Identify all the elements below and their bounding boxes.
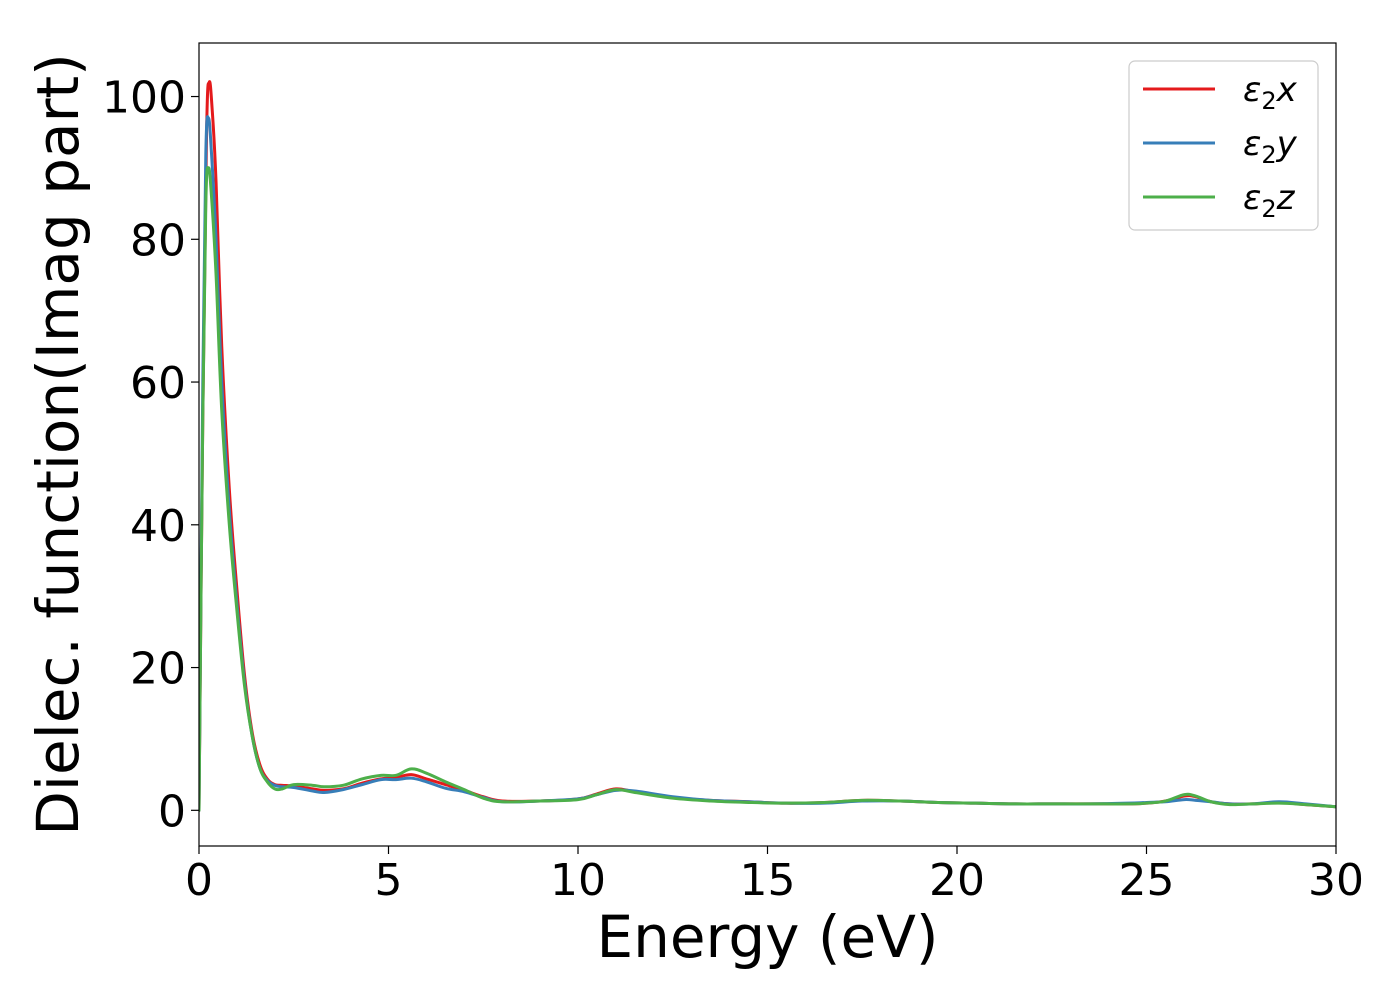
y-tick-label: 20	[130, 644, 186, 695]
x-tick-label: 20	[929, 855, 985, 906]
legend: ε2x ε2y ε2z	[1128, 60, 1319, 231]
x-tick-label: 5	[375, 855, 403, 906]
y-tick-label: 40	[130, 501, 186, 552]
plot-area	[198, 42, 1337, 847]
legend-box	[1128, 60, 1319, 231]
x-tick-label: 0	[185, 855, 213, 906]
y-tick-label: 100	[102, 73, 186, 124]
y-tick-label: 60	[130, 358, 186, 409]
series-lines	[199, 80, 1336, 812]
legend-label: ε2x	[1243, 70, 1298, 115]
x-tick-label: 15	[740, 855, 796, 906]
y-axis-ticks: 0 20 40 60 80 100	[102, 73, 199, 837]
legend-label: ε2z	[1243, 178, 1296, 223]
x-tick-label: 30	[1308, 855, 1364, 906]
series-line-3	[199, 166, 1336, 812]
legend-label: ε2y	[1243, 124, 1298, 169]
y-axis-label: Dielec. function(Imag part)	[24, 53, 92, 836]
x-tick-label: 10	[550, 855, 606, 906]
y-tick-label: 0	[158, 786, 186, 837]
y-tick-label: 80	[130, 215, 186, 266]
x-axis-ticks: 0 5 10 15 20 25 30	[185, 846, 1364, 906]
x-tick-label: 25	[1119, 855, 1175, 906]
x-axis-label: Energy (eV)	[596, 903, 938, 971]
